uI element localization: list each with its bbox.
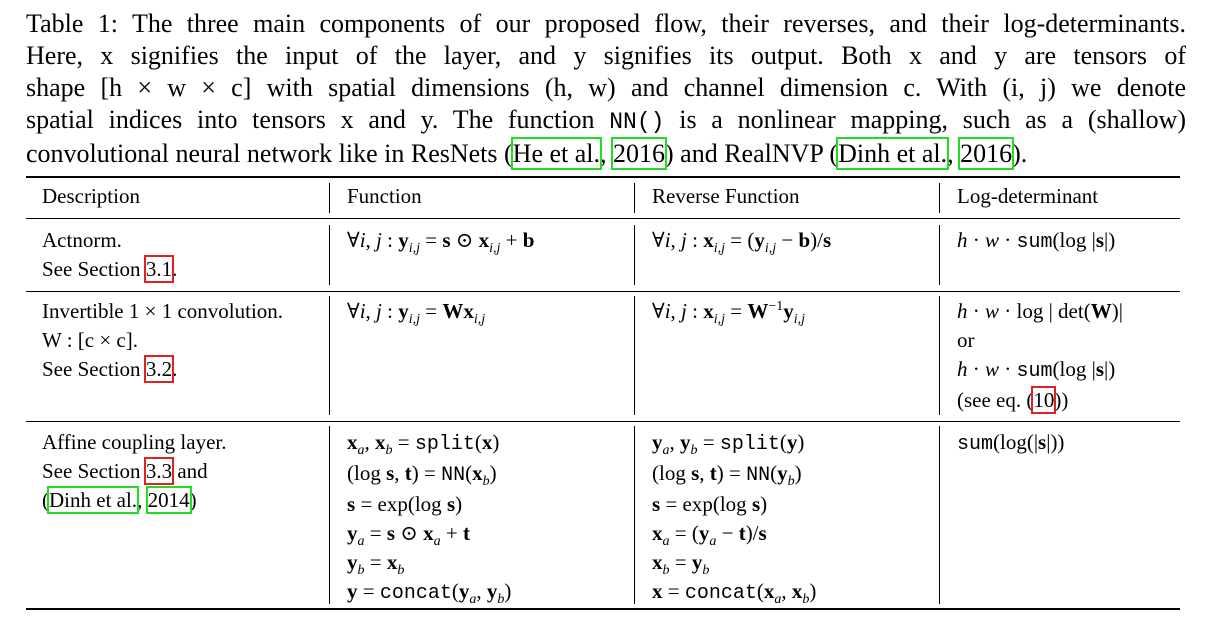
row-coupling-reverse: ya, yb = split(y) (log s, t) = NN(yb) s …	[652, 428, 816, 608]
formula: y = concat(ya, yb)	[347, 579, 512, 608]
formula: h · w · log | det(W)|	[957, 299, 1123, 323]
col-separator	[939, 426, 940, 604]
header-function: Function	[347, 184, 422, 208]
row-conv-reverse: ∀i, j : xi,j = W−1yi,j	[652, 297, 806, 328]
col-separator	[634, 183, 635, 213]
table-caption: Table 1: The three main components of ou…	[26, 8, 1186, 170]
formula: x = concat(xa, xb)	[652, 579, 817, 608]
table-bottom-rule	[26, 608, 1180, 610]
col-separator	[329, 225, 330, 285]
formula: h · w · sum(log |s|)	[957, 357, 1116, 383]
row-coupling-description: Affine coupling layer. See Section 3.3 a…	[42, 430, 227, 514]
formula: xa, xb = split(x)	[347, 430, 500, 459]
row-conv-logdet: h · w · log | det(W)| or h · w · sum(log…	[957, 299, 1123, 414]
nn-function: NN()	[609, 109, 665, 135]
caption-label: Table 1:	[26, 9, 118, 38]
formula: xa = (ya − t)/s	[652, 521, 767, 550]
formula: ∀i, j : yi,j = Wxi,j	[347, 299, 486, 328]
formula: ya, yb = split(y)	[652, 430, 805, 459]
col-separator	[939, 183, 940, 213]
row-coupling-function: xa, xb = split(x) (log s, t) = NN(xb) s …	[347, 428, 511, 608]
row-2-rule	[26, 421, 1180, 422]
formula: (log s, t) = NN(yb)	[652, 461, 802, 490]
caption-line-1: Table 1: The three main components of ou…	[26, 9, 1187, 38]
formula: h · w · sum(log |s|)	[957, 228, 1116, 254]
row-1-rule	[26, 291, 1180, 292]
col-separator	[329, 183, 330, 213]
row-coupling-logdet: sum(log(|s|))	[957, 428, 1064, 459]
formula: ∀i, j : xi,j = (yi,j − b)/s	[652, 228, 832, 257]
row-conv-function: ∀i, j : yi,j = Wxi,j	[347, 297, 486, 328]
col-separator	[329, 296, 330, 415]
caption-line-3: shape [h × w × c] with spatial dimension…	[26, 73, 1186, 102]
formula: s = exp(log s)	[347, 492, 463, 516]
header-description: Description	[42, 184, 140, 208]
citation-dinh-link[interactable]: Dinh et al.	[836, 137, 950, 170]
equation-ref-link[interactable]: 10	[1031, 386, 1057, 414]
row-actnorm-description: Actnorm. See Section 3.1.	[42, 228, 178, 283]
row-actnorm-logdet: h · w · sum(log |s|)	[957, 226, 1115, 257]
formula: xb = yb	[652, 550, 710, 579]
col-separator	[329, 426, 330, 604]
row-actnorm-function: ∀i, j : yi,j = s ⊙ xi,j + b	[347, 226, 535, 257]
table-top-rule	[26, 176, 1180, 178]
formula: ∀i, j : yi,j = s ⊙ xi,j + b	[347, 228, 535, 257]
header-reverse-function: Reverse Function	[652, 184, 800, 208]
header-rule	[26, 218, 1180, 219]
section-ref-link[interactable]: 3.2	[143, 355, 175, 383]
caption-line-5: convolutional neural network like in Res…	[26, 137, 1028, 170]
formula: ∀i, j : xi,j = W−1yi,j	[652, 299, 806, 328]
col-separator	[634, 296, 635, 415]
row-actnorm-reverse: ∀i, j : xi,j = (yi,j − b)/s	[652, 226, 832, 257]
col-separator	[939, 225, 940, 285]
header-log-determinant: Log-determinant	[957, 184, 1099, 208]
caption-line-4: spatial indices into tensors x and y. Th…	[26, 105, 1187, 135]
section-ref-link[interactable]: 3.3	[143, 457, 175, 485]
caption-line-2: Here, x signifies the input of the layer…	[26, 41, 1186, 70]
formula: yb = xb	[347, 550, 405, 579]
citation-dinh-2014-link[interactable]: Dinh et al.	[46, 486, 140, 514]
row-conv-description: Invertible 1 × 1 convolution. W : [c × c…	[42, 299, 284, 383]
citation-he-year-link[interactable]: 2016	[611, 137, 668, 170]
formula: ya = s ⊙ xa + t	[347, 521, 470, 550]
citation-dinh-year-link[interactable]: 2016	[958, 137, 1015, 170]
formula: s = exp(log s)	[652, 492, 768, 516]
section-ref-link[interactable]: 3.1	[143, 255, 175, 283]
col-separator	[939, 296, 940, 415]
col-separator	[634, 426, 635, 604]
col-separator	[634, 225, 635, 285]
citation-he-link[interactable]: He et al.	[510, 137, 603, 170]
citation-dinh-2014-year-link[interactable]: 2014	[145, 486, 192, 514]
formula: sum(log(|s|))	[957, 430, 1065, 456]
formula: (log s, t) = NN(xb)	[347, 461, 497, 490]
